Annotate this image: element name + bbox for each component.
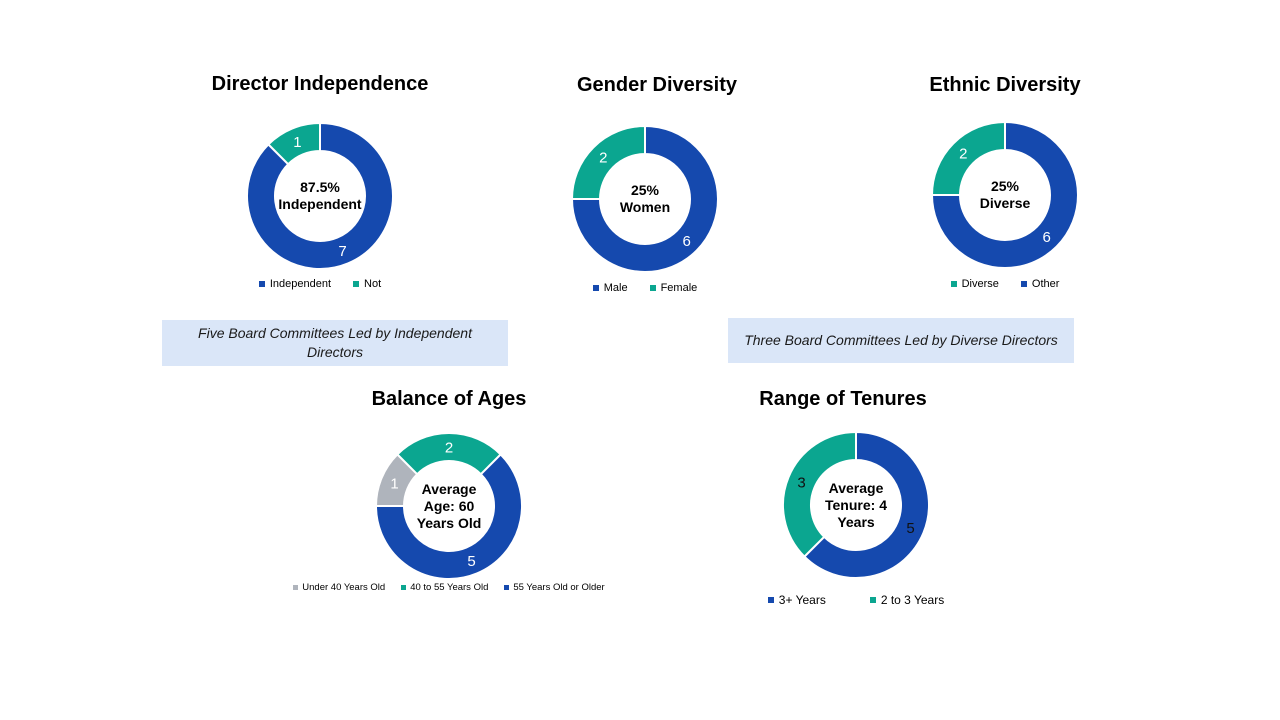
callout-independent-committees: Five Board Committees Led by Independent… bbox=[162, 320, 508, 366]
legend-label: 55 Years Old or Older bbox=[513, 582, 605, 593]
legend-item: Male bbox=[592, 282, 628, 294]
segment-value-label: 7 bbox=[338, 243, 346, 260]
legend-marker bbox=[767, 597, 774, 603]
chart-title-range-of-tenures: Range of Tenures bbox=[759, 388, 927, 410]
donut-svg: 53 bbox=[782, 430, 930, 579]
callout-diverse-committees: Three Board Committees Led by Diverse Di… bbox=[728, 318, 1074, 363]
segment-value-label: 5 bbox=[467, 553, 475, 570]
legend-item: 55 Years Old or Older bbox=[504, 582, 605, 593]
legend-item: Not bbox=[353, 278, 381, 290]
segment-value-label: 3 bbox=[797, 475, 805, 492]
segment-value-label: 1 bbox=[293, 134, 301, 151]
legend-item: Female bbox=[649, 282, 698, 294]
donut-svg: 71 bbox=[246, 121, 394, 270]
legend-label: Male bbox=[603, 282, 628, 294]
legend-marker bbox=[293, 585, 299, 590]
legend-marker bbox=[258, 281, 265, 287]
legend-marker bbox=[353, 281, 360, 287]
legend-balance-of-ages: Under 40 Years Old 40 to 55 Years Old 55… bbox=[249, 582, 649, 593]
donut-slice-diverse bbox=[930, 120, 1006, 196]
legend-ethnic-diversity: Diverse Other bbox=[805, 278, 1205, 290]
legend-marker bbox=[1020, 281, 1027, 287]
legend-item: 3+ Years bbox=[767, 593, 826, 607]
donut-slice-female bbox=[570, 124, 646, 200]
legend-label: Not bbox=[364, 278, 382, 290]
legend-marker bbox=[401, 585, 407, 590]
legend-director-independence: Independent Not bbox=[120, 278, 520, 290]
segment-value-label: 6 bbox=[1043, 229, 1051, 246]
legend-label: Diverse bbox=[961, 278, 999, 290]
segment-value-label: 5 bbox=[906, 520, 914, 537]
segment-value-label: 6 bbox=[683, 233, 691, 250]
legend-item: Independent bbox=[258, 278, 332, 290]
legend-item: 2 to 3 Years bbox=[869, 593, 945, 607]
donut-slice-not bbox=[266, 121, 321, 166]
legend-label: 40 to 55 Years Old bbox=[410, 582, 489, 593]
donut-slice-55-years-old-or-older bbox=[374, 452, 523, 580]
legend-marker bbox=[649, 285, 656, 291]
legend-label: Under 40 Years Old bbox=[302, 582, 386, 593]
donut-svg: 5 1 2 bbox=[374, 432, 523, 580]
donut-svg: 62 bbox=[570, 124, 719, 273]
chart-title-director-independence: Director Independence bbox=[211, 73, 429, 95]
donut-slice-3-years bbox=[802, 430, 930, 579]
segment-value-label: 1 bbox=[390, 476, 398, 493]
donut-svg: 62 bbox=[930, 120, 1079, 269]
chart-title-balance-of-ages: Balance of Ages bbox=[371, 388, 527, 410]
legend-gender-diversity: Male Female bbox=[445, 282, 845, 294]
segment-value-label: 2 bbox=[445, 439, 453, 456]
legend-label: 3+ Years bbox=[778, 593, 826, 607]
legend-item: Under 40 Years Old bbox=[293, 582, 385, 593]
segment-value-label: 2 bbox=[959, 146, 967, 163]
legend-item: 40 to 55 Years Old bbox=[401, 582, 488, 593]
legend-label: Independent bbox=[269, 278, 332, 290]
legend-label: Other bbox=[1031, 278, 1060, 290]
donut-slice-40-to-55-years-old bbox=[395, 432, 503, 476]
legend-marker bbox=[504, 585, 510, 590]
chart-title-gender-diversity: Gender Diversity bbox=[576, 74, 738, 96]
segment-value-label: 2 bbox=[599, 150, 607, 167]
legend-marker bbox=[592, 285, 599, 291]
donut-balance-of-ages: 5 1 2 bbox=[369, 426, 529, 586]
legend-item: Other bbox=[1020, 278, 1060, 290]
donut-slice-other bbox=[930, 120, 1079, 269]
legend-range-of-tenures: 3+ Years 2 to 3 Years bbox=[656, 593, 1056, 607]
legend-item: Diverse bbox=[950, 278, 999, 290]
donut-slice-independent bbox=[246, 121, 394, 270]
donut-slice-2-to-3-years bbox=[782, 430, 857, 559]
legend-label: 2 to 3 Years bbox=[880, 593, 945, 607]
donut-slice-male bbox=[570, 124, 719, 273]
legend-label: Female bbox=[660, 282, 698, 294]
chart-title-ethnic-diversity: Ethnic Diversity bbox=[929, 74, 1081, 96]
legend-marker bbox=[869, 597, 876, 603]
legend-marker bbox=[950, 281, 957, 287]
